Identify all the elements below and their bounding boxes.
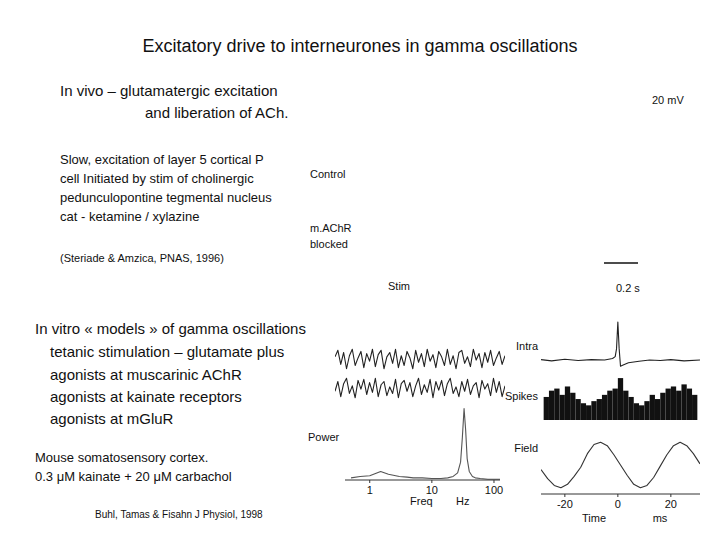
section-line: agonists at muscarinic AChR <box>50 366 242 383</box>
histogram-bar <box>554 389 559 420</box>
histogram-bar <box>660 393 665 420</box>
scale-label: 20 mV <box>652 94 684 106</box>
plot-area <box>335 349 505 369</box>
trace-label: Spikes <box>505 390 539 402</box>
trace <box>335 378 505 398</box>
citation: Buhl, Tamas & Fisahn J Physiol, 1998 <box>95 509 263 520</box>
slide-title: Excitatory drive to interneurones in gam… <box>142 36 577 56</box>
x-tick <box>431 480 432 483</box>
preparation: 0.3 μM kainate + 20 μM carbachol <box>35 469 232 484</box>
histogram-bar <box>607 391 612 420</box>
x-tick-label: 1 <box>367 484 373 496</box>
histogram-bar <box>687 389 692 420</box>
plot-area <box>541 322 700 366</box>
description-line: cat - ketamine / xylazine <box>60 209 199 224</box>
histogram-bar <box>560 395 565 420</box>
slide: Excitatory drive to interneurones in gam… <box>0 0 720 540</box>
trace <box>351 409 500 480</box>
axis-label: Freq <box>410 495 433 507</box>
plot-area <box>541 442 700 487</box>
preparation: Mouse somatosensory cortex. <box>35 450 208 465</box>
trace-label: Intra <box>516 340 539 352</box>
histogram-bar <box>628 397 633 420</box>
description-line: cell Initiated by stim of cholinergic <box>60 171 254 186</box>
section-line: agonists at mGluR <box>50 410 174 427</box>
x-tick <box>369 480 370 483</box>
x-tick-label: -20 <box>557 498 573 510</box>
axis-label: Power <box>308 431 340 443</box>
histogram-bar <box>565 386 570 420</box>
section-heading: In vitro « models » of gamma oscillation… <box>35 320 306 337</box>
plot-area <box>351 409 500 480</box>
background <box>0 0 720 540</box>
histogram-bar <box>681 384 686 420</box>
histogram-bar <box>623 391 628 420</box>
axis-unit: Hz <box>456 495 469 507</box>
citation: (Steriade & Amzica, PNAS, 1996) <box>60 252 224 264</box>
histogram-bar <box>613 389 618 420</box>
x-tick-label: 0 <box>615 498 621 510</box>
histogram-bar <box>666 389 671 420</box>
scale-label: 0.2 s <box>616 282 640 294</box>
scale-bar <box>604 262 638 264</box>
histogram-bar <box>639 405 644 420</box>
x-tick <box>493 480 494 483</box>
histogram-bar <box>597 399 602 420</box>
trace <box>541 322 700 366</box>
histogram-bar <box>549 391 554 420</box>
section-heading: and liberation of ACh. <box>145 104 288 121</box>
axis-label: Time <box>582 512 606 524</box>
histogram-bar <box>655 399 660 420</box>
histogram-bar <box>591 401 596 420</box>
histogram-bar <box>692 395 697 420</box>
x-tick <box>617 494 618 497</box>
histogram-bar <box>575 399 580 420</box>
histogram-bar <box>602 395 607 420</box>
stim-label: Stim <box>388 280 410 292</box>
trace <box>335 349 505 369</box>
description-line: pedunculopontine tegmental nucleus <box>60 190 272 205</box>
trace-label: Field <box>514 442 538 454</box>
trace <box>541 442 700 487</box>
section-heading: In vivo – glutamatergic excitation <box>60 82 278 99</box>
trace-label: m.AChR <box>310 222 352 234</box>
section-line: agonists at kainate receptors <box>50 388 242 405</box>
plot-area <box>335 378 505 398</box>
histogram-bar <box>676 391 681 420</box>
axis-unit: ms <box>653 512 668 524</box>
x-tick <box>670 494 671 497</box>
description-line: Slow, excitation of layer 5 cortical P <box>60 152 264 167</box>
histogram-bar <box>634 403 639 420</box>
trace-label: Control <box>310 168 345 180</box>
histogram-bar <box>650 395 655 420</box>
histogram-bar <box>671 386 676 420</box>
x-axis <box>345 480 500 481</box>
histogram-bar <box>586 405 591 420</box>
x-tick-label: 20 <box>665 498 677 510</box>
histogram-bar <box>644 401 649 420</box>
plot-area <box>544 378 698 420</box>
histogram-bar <box>618 378 623 420</box>
histogram-bar <box>570 393 575 420</box>
histogram-bar <box>581 403 586 420</box>
trace-label: blocked <box>310 238 348 250</box>
x-tick-label: 100 <box>485 484 503 496</box>
x-tick <box>564 494 565 497</box>
section-line: tetanic stimulation – glutamate plus <box>50 343 284 360</box>
histogram-bar <box>544 397 549 420</box>
